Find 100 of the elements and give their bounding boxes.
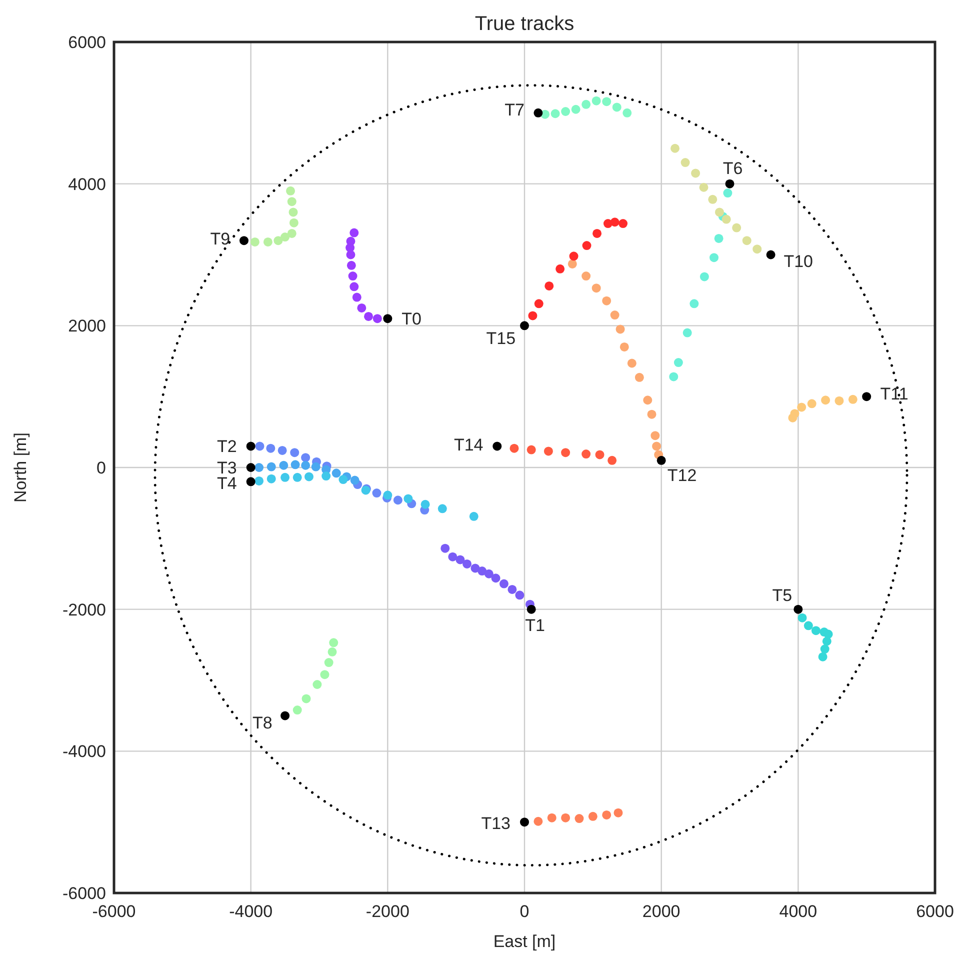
point [561,107,570,116]
point [246,442,256,451]
point [622,108,632,118]
series-label: T5 [772,586,792,605]
point [550,109,560,118]
point [438,504,447,514]
point [350,228,359,238]
point [556,264,565,274]
point [848,394,858,404]
point [561,813,570,822]
point [246,477,256,486]
point [807,399,816,408]
point [574,814,584,824]
point [250,237,260,246]
point [582,100,591,109]
point [246,463,256,472]
point [290,460,300,470]
point [608,456,617,465]
point [254,463,264,472]
point [700,272,709,282]
x-tick-label: 6000 [916,902,954,921]
point [643,396,652,405]
point [484,569,494,578]
point [280,711,290,720]
point [582,450,591,459]
point [804,621,813,630]
point [287,197,296,206]
point [491,574,500,583]
point [670,144,680,153]
y-tick-label: 6000 [68,33,106,52]
point [544,281,554,290]
x-tick-label: 0 [520,902,530,921]
point [862,392,872,402]
point [290,448,300,458]
point [280,232,290,242]
series-label: T13 [481,814,511,833]
point [322,472,331,481]
point [346,250,356,260]
point [304,472,314,482]
point [588,812,598,821]
point [634,372,644,382]
point [752,244,762,254]
point [699,182,708,192]
y-tick-label: -4000 [62,742,106,762]
point [595,450,604,460]
point [312,680,322,690]
point [328,647,337,656]
point [350,476,360,485]
point [725,179,734,188]
point [820,628,829,637]
point [528,311,538,320]
point [797,402,806,412]
point [561,448,570,458]
point [288,208,298,217]
point [627,358,636,368]
point [732,223,742,232]
point [510,444,519,453]
point [614,808,623,818]
point [602,810,612,820]
series-label: T0 [402,310,422,329]
point [742,236,752,246]
point [301,460,310,470]
point [834,396,844,406]
point [329,638,338,648]
point [798,613,807,622]
point [266,462,276,472]
point [508,584,517,594]
point [534,299,544,308]
point [520,818,529,827]
point [674,358,683,368]
point [320,670,330,680]
point [357,303,366,312]
series-label: T11 [880,384,908,404]
point [820,644,830,654]
point [404,494,413,504]
point [364,312,374,321]
point [680,158,690,168]
point [324,658,334,668]
x-tick-label: -4000 [229,902,273,921]
point [348,272,358,281]
x-tick-label: 2000 [642,902,680,921]
point [602,296,612,306]
point [393,496,402,505]
point [652,442,662,451]
point [289,218,298,228]
point [534,816,543,826]
point [286,186,296,196]
point [592,96,601,106]
series-label: T1 [525,616,545,635]
point [723,188,732,198]
point [311,462,320,472]
point [279,460,288,470]
series-label: T15 [486,328,516,348]
series-label: T14 [454,435,484,454]
series-label: T12 [667,466,697,485]
point [239,236,248,246]
point [691,168,700,178]
x-tick-label: 4000 [779,902,818,921]
point [602,97,612,106]
point [526,604,536,614]
